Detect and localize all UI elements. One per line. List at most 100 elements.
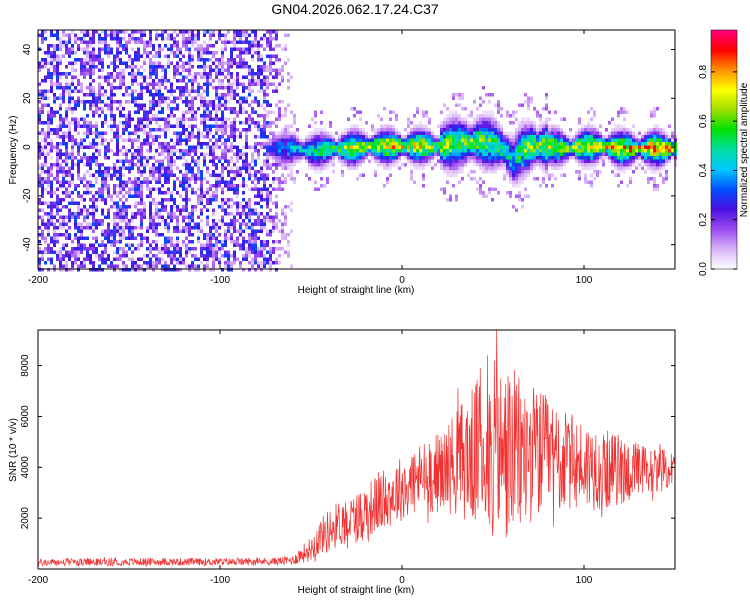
- spectrogram-cell: [86, 250, 89, 254]
- spectrogram-cell: [185, 229, 188, 233]
- spectrogram-cell: [227, 222, 230, 226]
- spectrogram-cell: [38, 208, 41, 212]
- spectrogram-cell: [272, 261, 275, 265]
- spectrogram-cell: [44, 170, 47, 174]
- spectrogram-cell: [530, 96, 533, 100]
- spectrogram-cell: [419, 131, 422, 135]
- spectrogram-cell: [212, 100, 215, 104]
- spectrogram-cell: [116, 135, 119, 139]
- spectrogram-cell: [515, 142, 518, 146]
- spectrogram-cell: [47, 47, 50, 51]
- spectrogram-cell: [269, 33, 272, 37]
- spectrogram-cell: [257, 222, 260, 226]
- spectrogram-cell: [194, 254, 197, 258]
- spectrogram-cell: [113, 173, 116, 177]
- spectrogram-cell: [305, 159, 308, 163]
- spectrogram-cell: [152, 229, 155, 233]
- spectrogram-cell: [527, 107, 530, 111]
- spectrogram-cell: [140, 145, 143, 149]
- spectrogram-cell: [284, 145, 287, 149]
- spectrogram-cell: [116, 75, 119, 79]
- spectrogram-cell: [404, 142, 407, 146]
- spectrogram-cell: [320, 128, 323, 132]
- spectrogram-cell: [536, 163, 539, 167]
- spectrogram-cell: [89, 145, 92, 149]
- spectrogram-cell: [449, 145, 452, 149]
- spectrogram-cell: [167, 152, 170, 156]
- spectrogram-cell: [578, 177, 581, 181]
- spectrogram-cell: [314, 180, 317, 184]
- spectrogram-cell: [227, 170, 230, 174]
- spectrogram-cell: [344, 149, 347, 153]
- spectrogram-cell: [221, 191, 224, 195]
- spectrogram-cell: [233, 215, 236, 219]
- spectrogram-cell: [206, 142, 209, 146]
- spectrogram-cell: [182, 205, 185, 209]
- spectrogram-cell: [233, 184, 236, 188]
- spectrogram-cell: [77, 205, 80, 209]
- spectrogram-cell: [467, 142, 470, 146]
- spectrogram-cell: [53, 72, 56, 76]
- spectrogram-cell: [71, 159, 74, 163]
- spectrogram-cell: [308, 152, 311, 156]
- spectrogram-cell: [224, 131, 227, 135]
- spectrogram-cell: [170, 156, 173, 160]
- spectrogram-cell: [548, 128, 551, 132]
- spectrogram-cell: [191, 208, 194, 212]
- spectrogram-cell: [233, 33, 236, 37]
- spectrogram-cell: [197, 229, 200, 233]
- spectrogram-cell: [515, 159, 518, 163]
- spectrogram-cell: [470, 170, 473, 174]
- spectrogram-cell: [227, 250, 230, 254]
- spectrogram-cell: [134, 51, 137, 55]
- spectrogram-cell: [467, 145, 470, 149]
- spectrogram-cell: [218, 128, 221, 132]
- spectrogram-cell: [80, 124, 83, 128]
- spectrogram-cell: [212, 33, 215, 37]
- spectrogram-cell: [62, 268, 65, 272]
- spectrogram-cell: [464, 135, 467, 139]
- spectrogram-cell: [530, 142, 533, 146]
- spectrogram-cell: [92, 215, 95, 219]
- spectrogram-cell: [194, 110, 197, 114]
- spectrogram-cell: [122, 152, 125, 156]
- spectrogram-cell: [59, 180, 62, 184]
- spectrogram-cell: [176, 131, 179, 135]
- spectrogram-cell: [83, 40, 86, 44]
- spectrogram-cell: [182, 100, 185, 104]
- spectrogram-cell: [140, 30, 143, 34]
- spectrogram-cell: [179, 184, 182, 188]
- spectrogram-cell: [575, 149, 578, 153]
- spectrogram-cell: [272, 250, 275, 254]
- spectrogram-cell: [41, 89, 44, 93]
- spectrogram-cell: [323, 163, 326, 167]
- spectrogram-cell: [110, 138, 113, 142]
- spectrogram-cell: [134, 37, 137, 41]
- spectrogram-cell: [443, 166, 446, 170]
- spectrogram-cell: [59, 72, 62, 76]
- spectrogram-cell: [152, 142, 155, 146]
- spectrogram-cell: [542, 163, 545, 167]
- spectrogram-cell: [275, 261, 278, 265]
- spectrogram-cell: [170, 170, 173, 174]
- spectrogram-cell: [242, 180, 245, 184]
- spectrogram-cell: [149, 194, 152, 198]
- spectrogram-cell: [455, 128, 458, 132]
- spectrogram-cell: [230, 268, 233, 272]
- spectrogram-cell: [149, 226, 152, 230]
- spectrogram-cell: [62, 30, 65, 34]
- spectrogram-cell: [518, 166, 521, 170]
- spectrogram-cell: [470, 121, 473, 125]
- spectrogram-cell: [122, 226, 125, 230]
- spectrogram-cell: [323, 135, 326, 139]
- spectrogram-cell: [242, 86, 245, 90]
- spectrogram-cell: [152, 212, 155, 216]
- spectrogram-cell: [242, 47, 245, 51]
- spectrogram-cell: [101, 219, 104, 223]
- spectrogram-cell: [137, 72, 140, 76]
- spectrogram-cell: [269, 264, 272, 268]
- spectrogram-cell: [128, 86, 131, 90]
- spectrogram-cell: [200, 187, 203, 191]
- spectrogram-cell: [200, 117, 203, 121]
